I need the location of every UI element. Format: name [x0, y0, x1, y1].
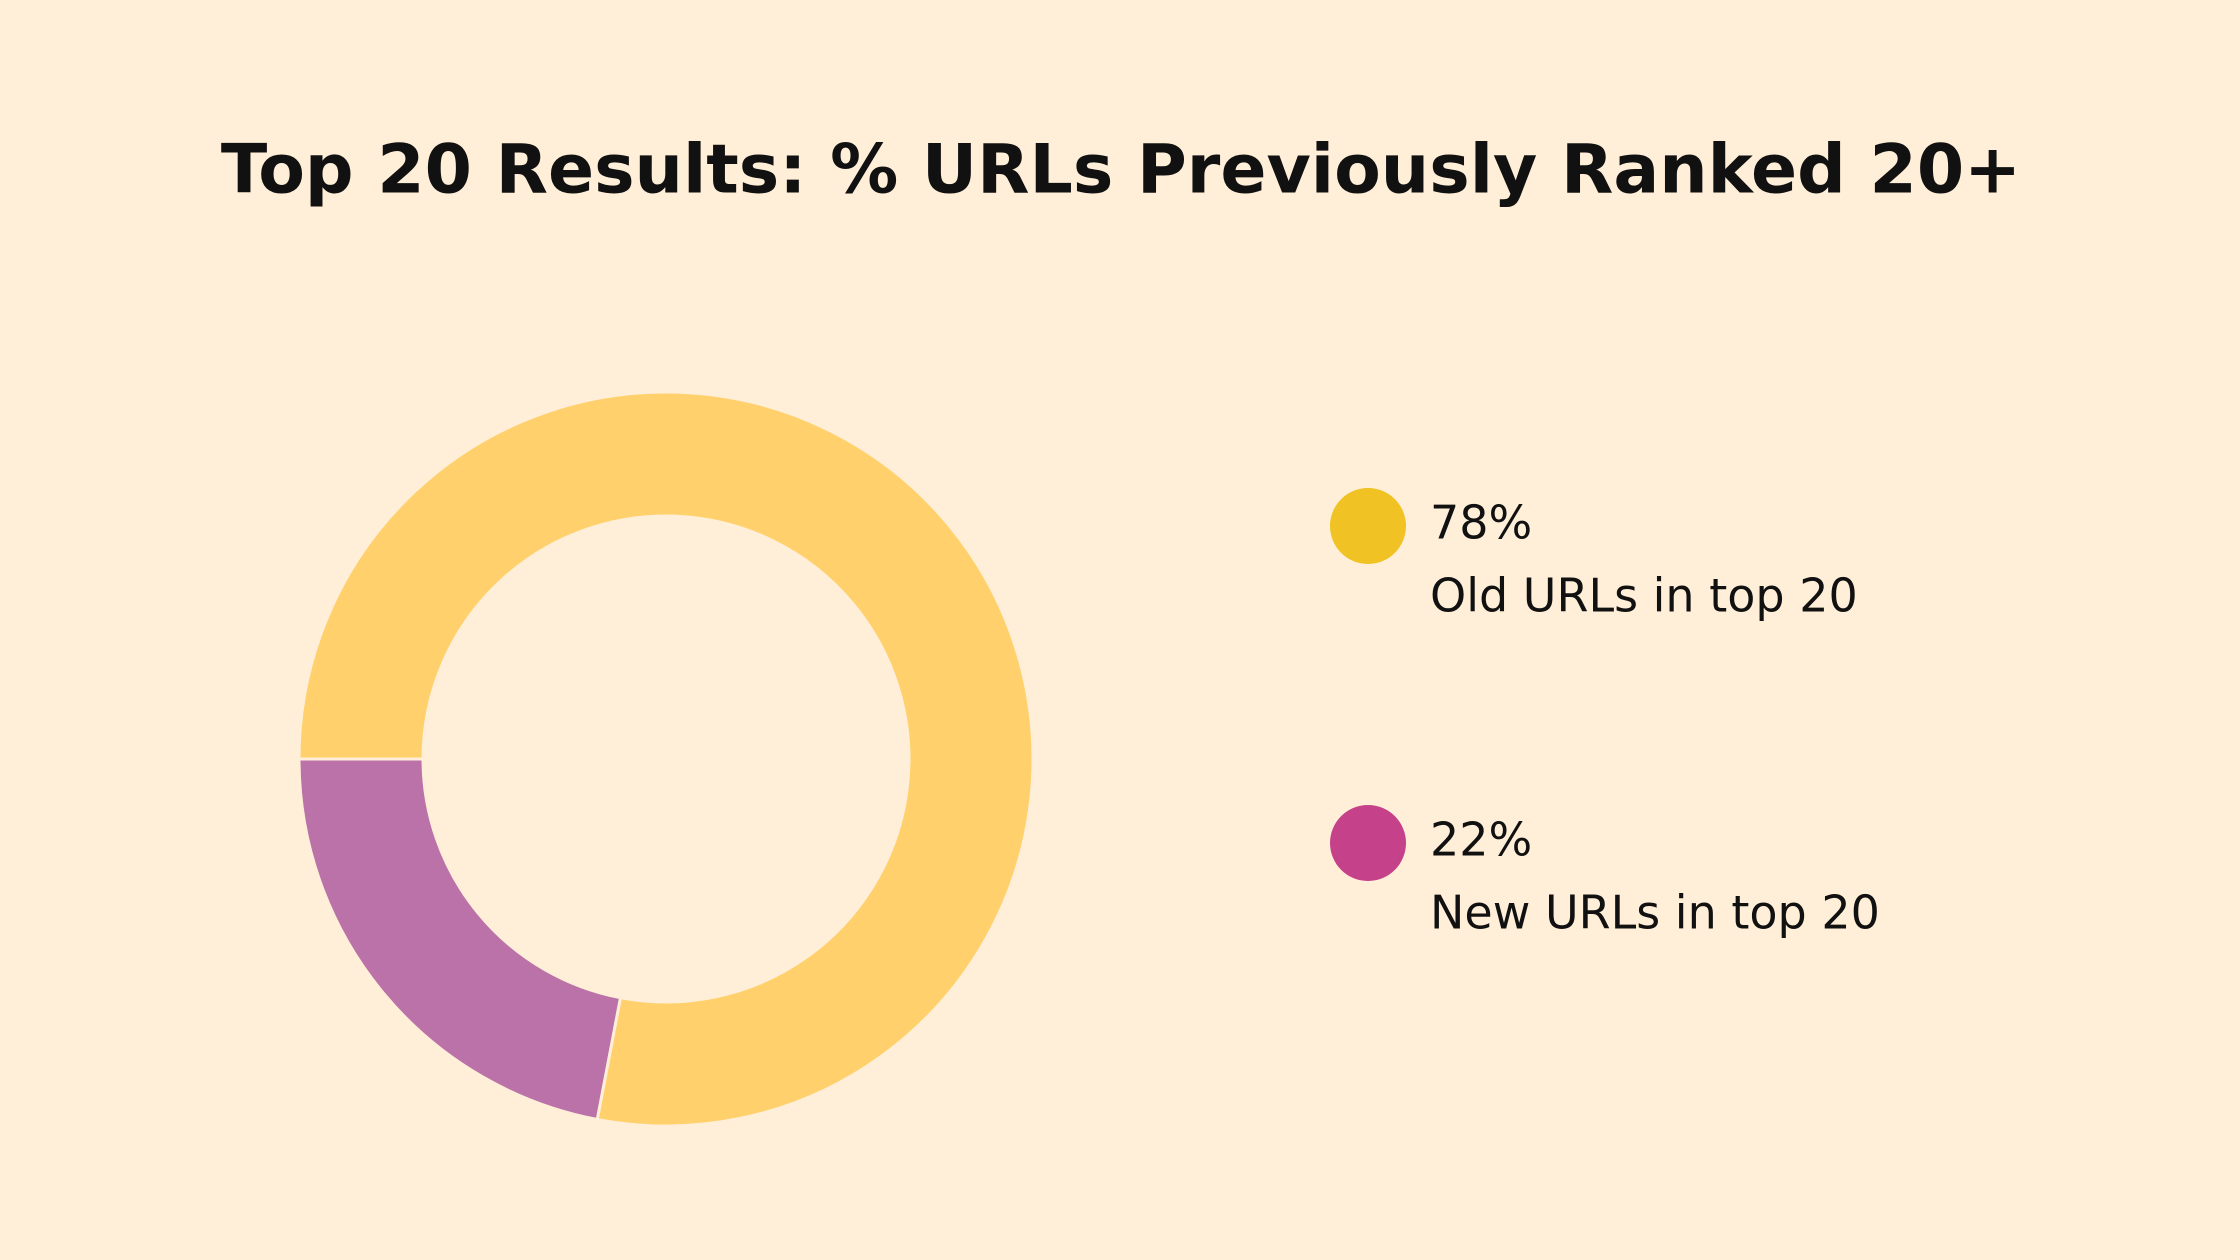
- legend-value: 78%: [1430, 496, 1532, 550]
- slice: [297, 390, 1035, 1128]
- legend-label: Old URLs in top 20: [1430, 569, 1858, 623]
- chart-title: Top 20 Results: % URLs Previously Ranked…: [221, 131, 2021, 210]
- legend-label: New URLs in top 20: [1430, 886, 1880, 940]
- legend-marker: [1330, 488, 1406, 564]
- slice: [297, 757, 623, 1122]
- legend-value: 22%: [1430, 813, 1532, 867]
- legend-marker: [1330, 805, 1406, 881]
